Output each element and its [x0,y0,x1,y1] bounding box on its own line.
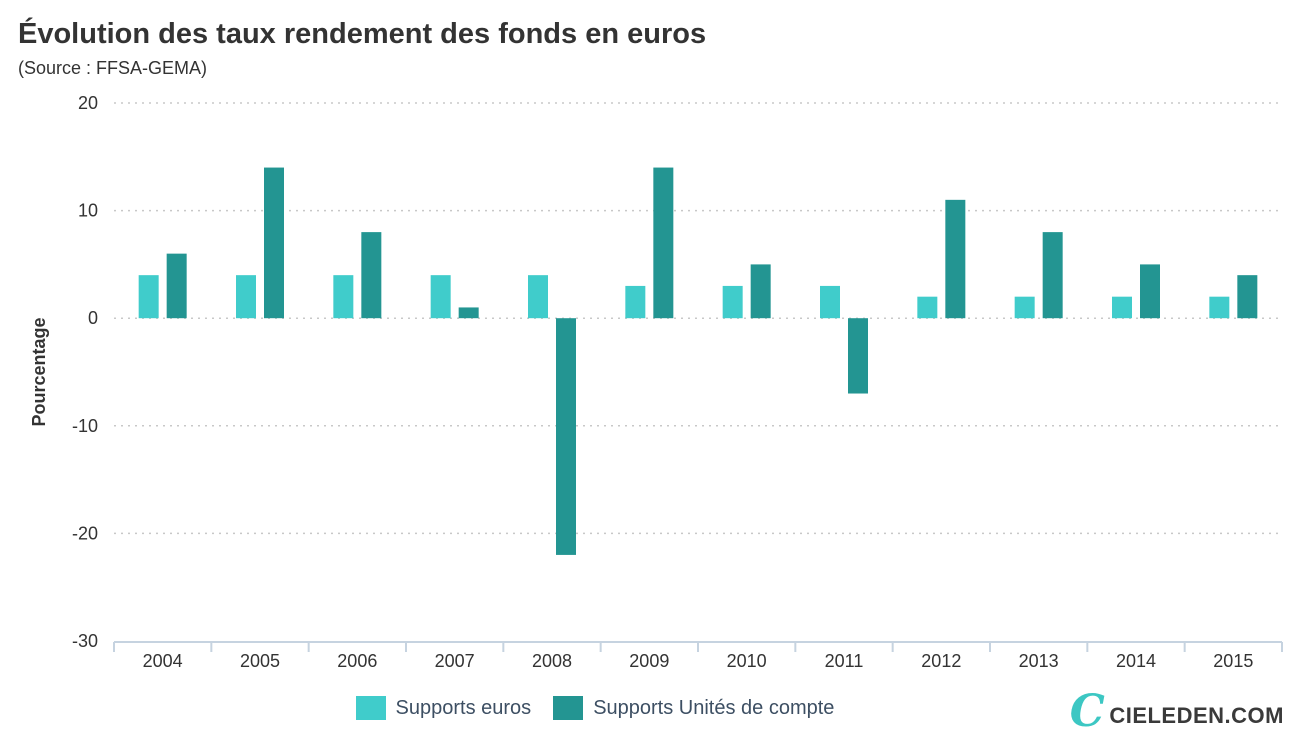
legend-item-supports-uc[interactable]: Supports Unités de compte [553,696,834,720]
bar[interactable] [458,307,479,319]
y-axis-ticks: 20 10 0 -10 -20 -30 [72,93,98,651]
bar[interactable] [528,275,548,319]
bar[interactable] [1140,264,1160,319]
x-tick-label: 2011 [825,651,864,671]
x-tick-label: 2012 [921,651,961,671]
y-tick-label: -20 [72,523,98,543]
y-tick-label: 20 [78,93,98,113]
x-tick-label: 2007 [435,651,475,671]
logo-mark-icon: C [1069,686,1106,737]
legend-swatch [553,696,584,720]
bar[interactable] [945,199,966,319]
x-axis: 2004 2005 2006 2007 2008 2009 2010 2011 2012 2013… [113,641,1283,671]
x-tick-label: 2015 [1213,651,1253,671]
legend-item-supports-euros[interactable]: Supports euros [355,696,532,720]
y-tick-label: 10 [78,201,98,221]
legend-swatch [355,696,386,720]
x-tick-label: 2014 [1116,651,1156,671]
x-tick-label: 2013 [1019,651,1059,671]
y-tick-label: 0 [88,308,98,328]
bar[interactable] [1042,232,1063,319]
x-tick-label: 2005 [240,651,280,671]
chart-title: Évolution des taux rendement des fonds e… [18,18,707,50]
bars [138,167,1258,555]
bar[interactable] [138,275,159,319]
chart-subtitle: (Source : FFSA-GEMA) [18,58,208,78]
bar[interactable] [625,285,646,319]
x-tick-label: 2010 [727,651,767,671]
x-tick-label: 2004 [143,651,183,671]
grid-lines [114,102,1282,535]
y-axis-label: Pourcentage [29,317,49,426]
bar[interactable] [848,318,868,394]
bar[interactable] [820,285,840,319]
bar[interactable] [1014,296,1035,319]
legend: Supports euros Supports Unités de compte [0,696,1300,720]
bar[interactable] [653,167,674,319]
bar[interactable] [1209,296,1230,319]
logo-text: CIELEDEN.COM [1109,703,1284,728]
x-tick-label: 2008 [532,651,572,671]
bar[interactable] [1112,296,1132,319]
bar[interactable] [556,318,576,555]
legend-label: Supports euros [395,696,532,719]
bar[interactable] [333,275,354,319]
bar[interactable] [264,167,284,319]
bar[interactable] [236,275,256,319]
bar[interactable] [750,264,771,319]
bar[interactable] [722,285,743,319]
legend-label: Supports Unités de compte [593,696,835,719]
x-tick-label: 2006 [337,651,377,671]
cieleden-logo: C CIELEDEN.COM [1070,690,1284,734]
y-tick-label: -30 [72,631,98,651]
y-tick-label: -10 [72,416,98,436]
bar[interactable] [361,232,382,319]
x-tick-label: 2009 [629,651,669,671]
bar[interactable] [1237,275,1258,319]
bar[interactable] [917,296,938,319]
bar[interactable] [166,253,187,319]
bar[interactable] [430,275,451,319]
